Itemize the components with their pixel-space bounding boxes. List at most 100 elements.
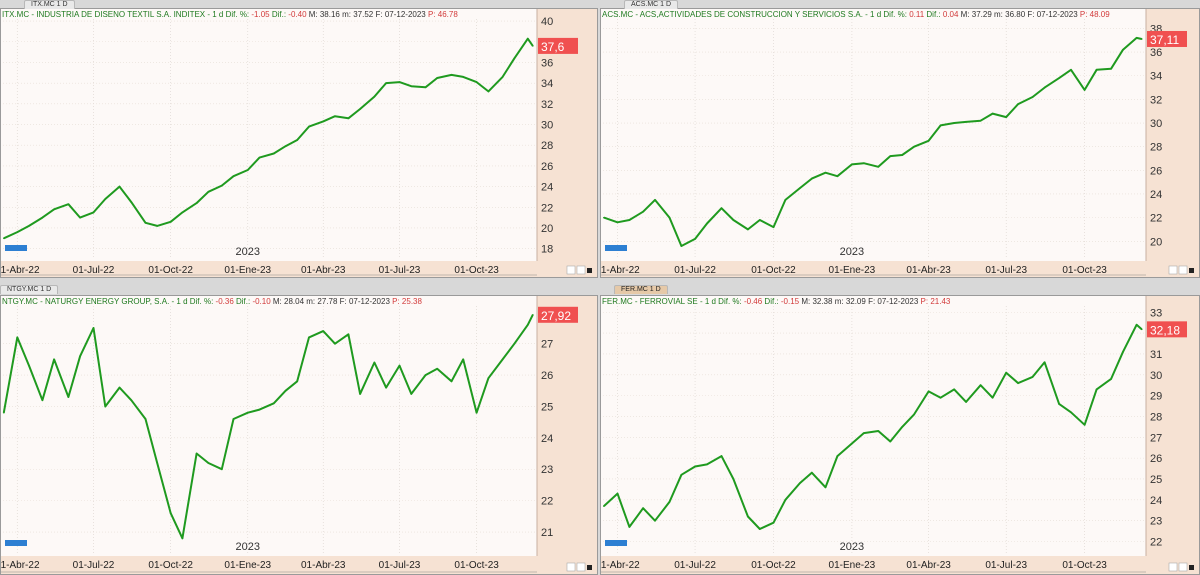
- scroll-right-button[interactable]: [1178, 265, 1188, 275]
- price-point: [79, 355, 81, 358]
- price-point: [799, 482, 801, 484]
- chart-pane-ntgy[interactable]: NTGY.MC - NATURGY ENERGY GROUP, S.A. - 1…: [0, 295, 598, 575]
- price-point: [308, 336, 310, 339]
- y-tick-label: 32: [1150, 94, 1162, 106]
- scroll-left-button[interactable]: [566, 265, 576, 275]
- price-point: [475, 411, 478, 414]
- scroll-left-button[interactable]: [566, 562, 576, 572]
- price-point: [1070, 411, 1072, 414]
- price-point: [851, 442, 853, 445]
- price-point: [67, 396, 70, 398]
- y-tick-label: 26: [541, 370, 553, 382]
- price-point: [1058, 403, 1060, 405]
- price-point: [272, 152, 275, 155]
- header-text: F:: [865, 297, 878, 306]
- x-tick-label: 01-Ene-23: [829, 560, 876, 571]
- price-point: [79, 216, 81, 219]
- last-price-label: 37,11: [1150, 33, 1179, 47]
- x-tick-label: 01-Abr-22: [1, 560, 40, 571]
- price-point: [1110, 378, 1112, 380]
- header-dif: -0.10: [252, 297, 271, 306]
- stop-icon[interactable]: [587, 565, 592, 570]
- x-axis-band: [601, 556, 1199, 574]
- header-text: M:: [958, 10, 972, 19]
- price-point: [373, 95, 376, 98]
- tab-itx[interactable]: ITX.MC 1 D: [24, 0, 75, 9]
- chart-svg: 182022242628303234363840202301-Abr-2201-…: [1, 9, 597, 277]
- price-point: [759, 219, 761, 221]
- y-tick-label: 26: [1150, 165, 1162, 177]
- stop-icon[interactable]: [1189, 268, 1194, 273]
- header-date: 07-12-2023: [384, 10, 426, 19]
- chart-pane-acs[interactable]: ACS.MC - ACS,ACTIVIDADES DE CONSTRUCCION…: [600, 8, 1200, 278]
- x-axis-band: [1, 556, 597, 574]
- chart-header: ITX.MC - INDUSTRIA DE DISENO TEXTIL S.A.…: [2, 10, 458, 19]
- price-point: [694, 238, 696, 240]
- price-point: [104, 198, 107, 200]
- price-point: [308, 125, 310, 128]
- price-point: [526, 37, 529, 40]
- y-tick-label: 25: [1150, 474, 1162, 486]
- price-point: [296, 380, 299, 383]
- header-text: M:: [799, 297, 813, 306]
- price-point: [169, 220, 172, 223]
- price-point: [654, 519, 656, 522]
- last-price-badge: 37,6: [538, 37, 578, 54]
- price-point: [1005, 116, 1008, 118]
- scroll-right-button[interactable]: [576, 265, 586, 275]
- price-point: [877, 430, 880, 432]
- stop-icon[interactable]: [587, 268, 592, 273]
- header-max: 32.38: [812, 297, 833, 306]
- price-point: [991, 396, 994, 399]
- y-tick-label: 30: [1150, 118, 1162, 130]
- scroll-right-button[interactable]: [576, 562, 586, 572]
- y-tick-label: 24: [541, 182, 553, 194]
- y-tick-label: 32: [541, 99, 553, 111]
- price-point: [603, 505, 605, 507]
- price-point: [359, 108, 361, 110]
- price-point: [130, 201, 133, 203]
- price-point: [220, 468, 223, 471]
- scroll-left-button[interactable]: [1168, 265, 1178, 275]
- price-point: [1005, 371, 1008, 374]
- price-point: [410, 393, 413, 395]
- chart-pane-itx[interactable]: ITX.MC - INDUSTRIA DE DISENO TEXTIL S.A.…: [0, 8, 598, 278]
- chart-pane-fer[interactable]: FER.MC - FERROVIAL SE - 1 d Dif. %: -0.4…: [600, 295, 1200, 575]
- chart-svg: 21 22 23 24 25 26 27 2023 01-Abr-22 01-Jul-22 01-O…: [1, 296, 597, 574]
- y-tick-label: 24: [541, 433, 553, 445]
- x-tick-label: 01-Ene-23: [224, 560, 271, 571]
- tab-fer[interactable]: FER.MC 1 D: [614, 285, 668, 294]
- y-tick-label: 26: [1150, 453, 1162, 465]
- header-p: 46.78: [437, 10, 458, 19]
- price-point: [436, 77, 439, 79]
- y-tick-label: 31: [1150, 349, 1162, 361]
- price-point: [836, 455, 839, 457]
- tab-acs[interactable]: ACS.MC 1 D: [624, 0, 679, 9]
- price-point: [487, 90, 490, 93]
- header-text: Dif.:: [233, 297, 253, 306]
- x-tick-label: 01-Oct-23: [454, 265, 499, 276]
- stop-icon[interactable]: [1189, 565, 1194, 570]
- header-min: 27.78: [317, 297, 338, 306]
- header-text: F:: [337, 297, 349, 306]
- header-date: 07-12-2023: [348, 297, 390, 306]
- price-point: [144, 418, 147, 420]
- price-point: [92, 211, 95, 214]
- price-point: [284, 145, 287, 148]
- header-p: 21.43: [930, 297, 951, 306]
- tab-ntgy[interactable]: NTGY.MC 1 D: [0, 285, 59, 294]
- price-point: [347, 117, 350, 120]
- header-text: Dif.:: [762, 297, 781, 306]
- scroll-left-button[interactable]: [1168, 562, 1178, 572]
- price-point: [889, 155, 892, 157]
- price-point: [156, 225, 159, 227]
- price-point: [322, 120, 325, 123]
- header-text: M:: [270, 297, 285, 306]
- logo-badge: [5, 245, 27, 251]
- price-point: [92, 327, 95, 329]
- price-point: [410, 85, 413, 88]
- x-axis-band: [601, 261, 1199, 277]
- price-point: [863, 162, 865, 165]
- price-point: [747, 228, 749, 231]
- scroll-right-button[interactable]: [1178, 562, 1188, 572]
